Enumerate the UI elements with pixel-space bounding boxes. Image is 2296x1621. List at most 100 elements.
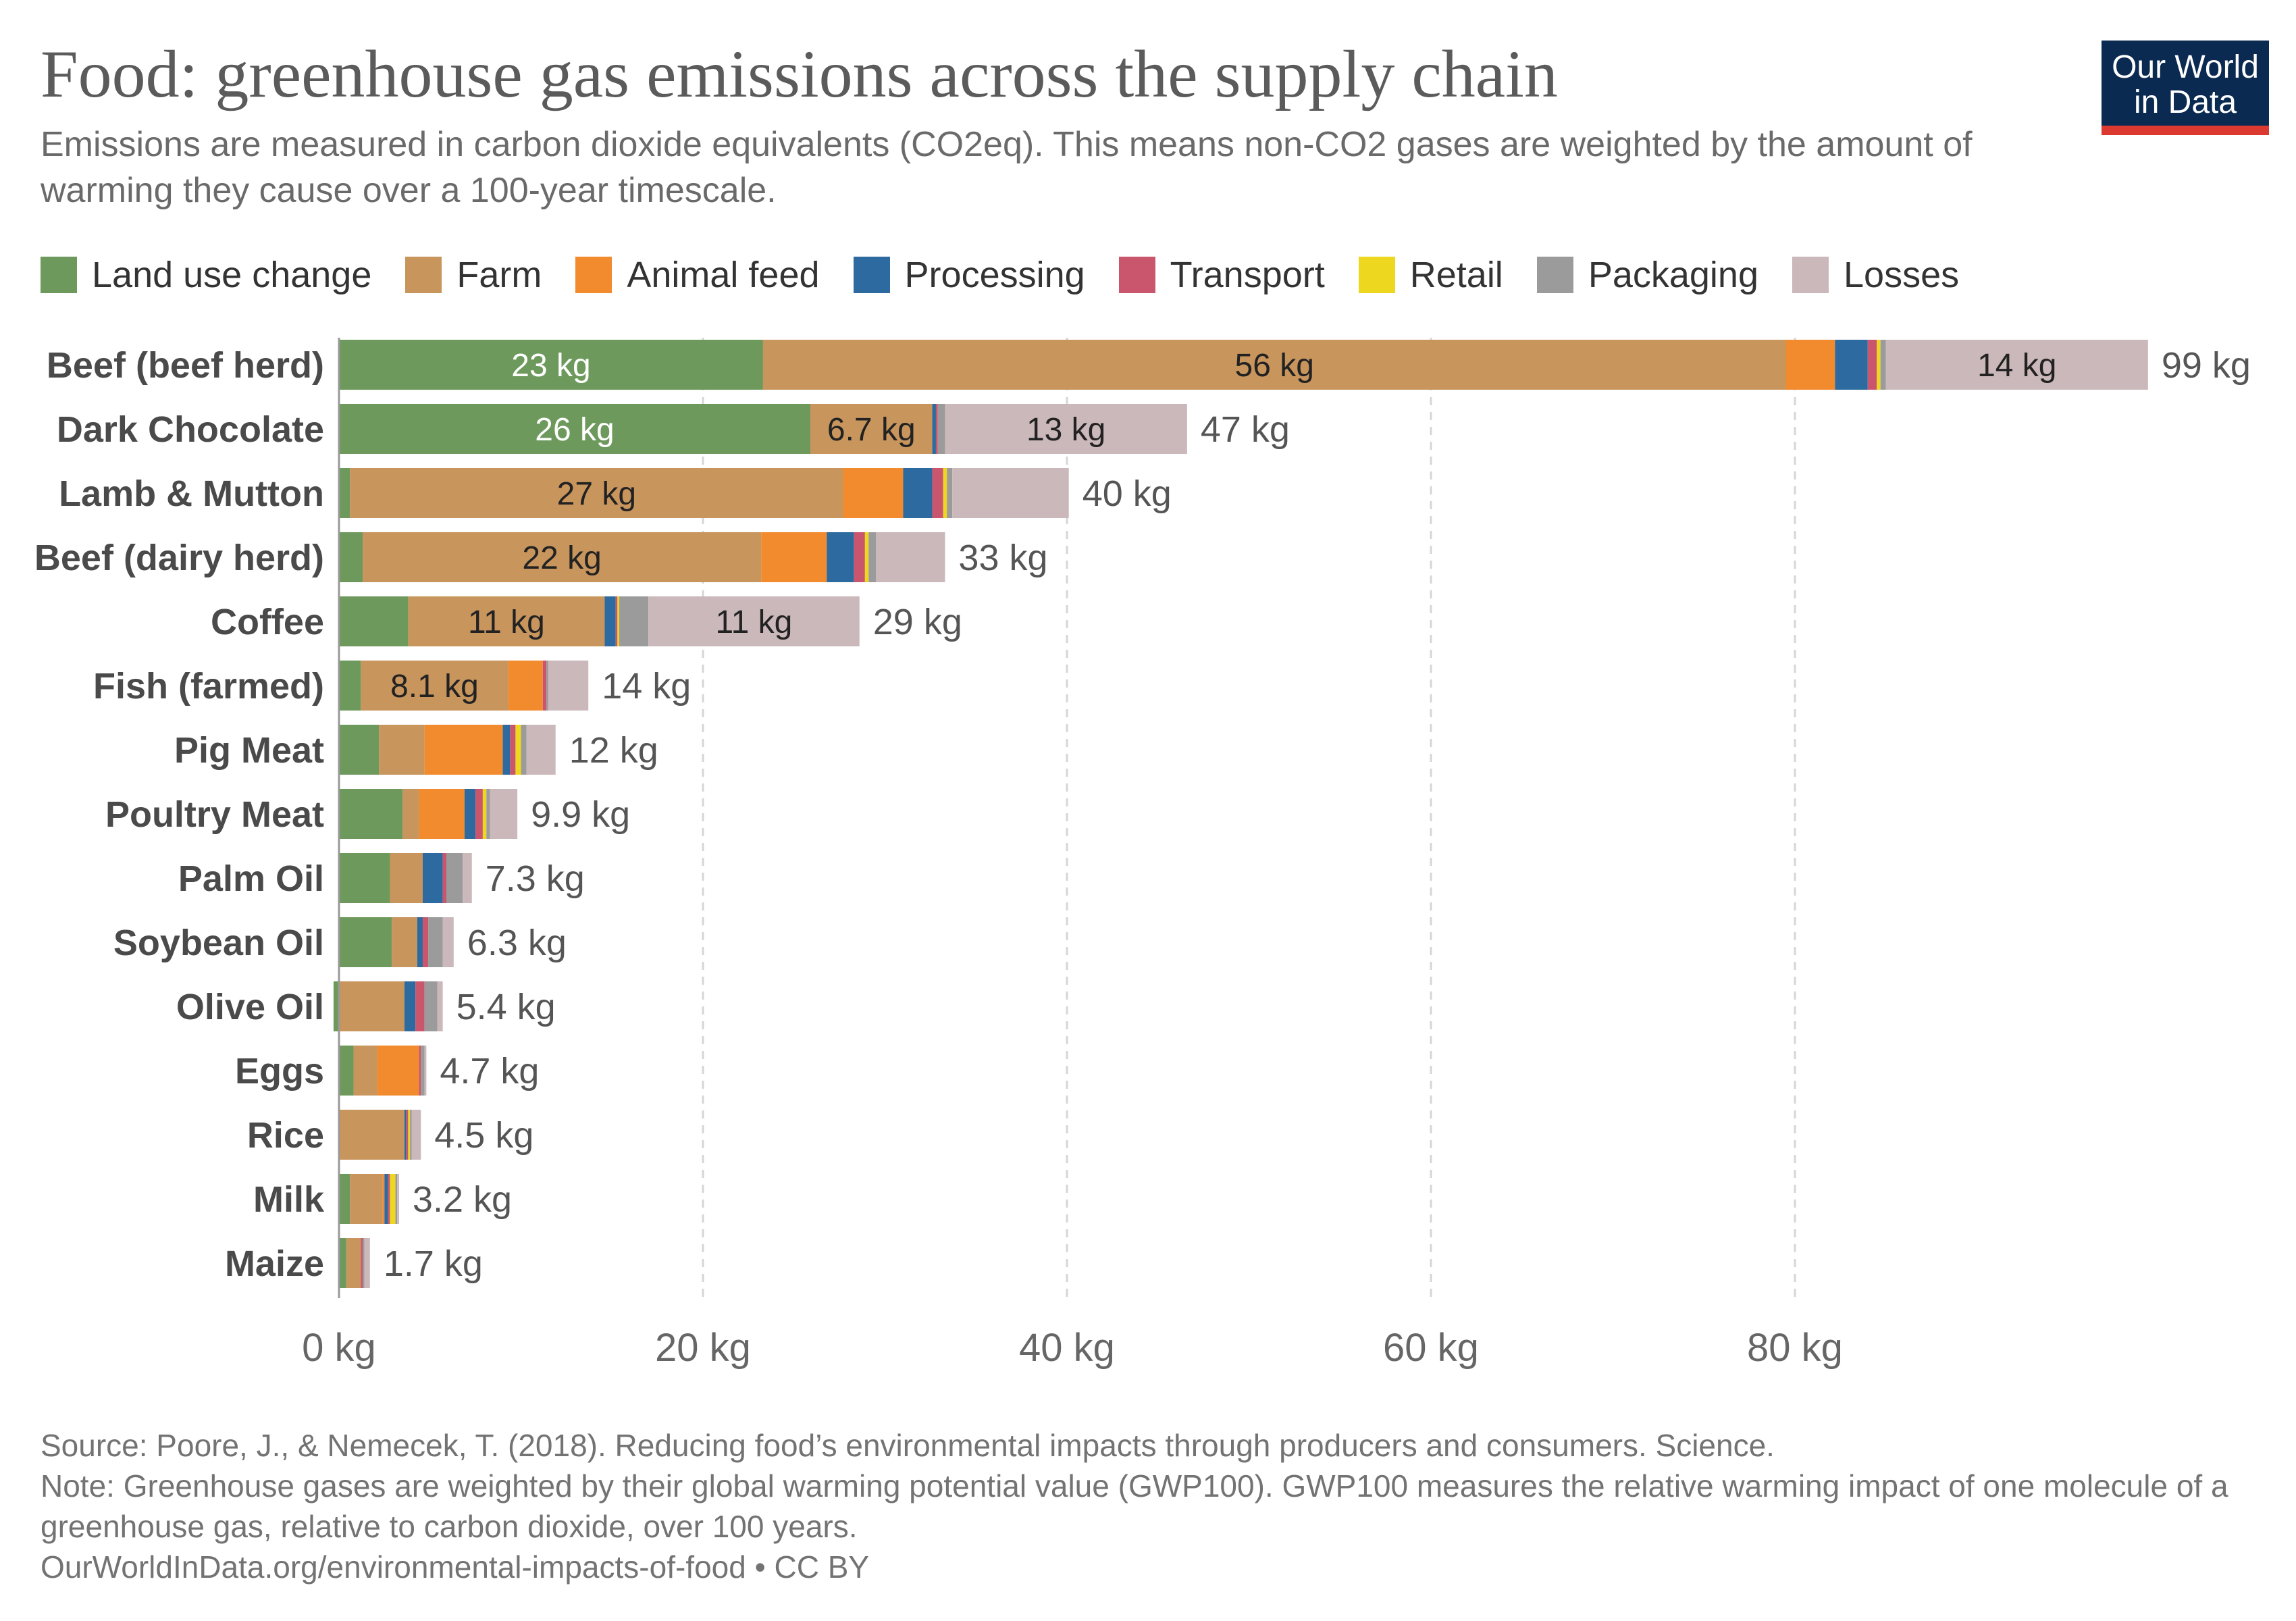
bar-segment-packaging[interactable] — [619, 596, 649, 646]
bar-segment-packaging[interactable] — [410, 1110, 412, 1160]
bar-segment-processing[interactable] — [384, 1174, 388, 1224]
bar-segment-animal-feed[interactable] — [419, 789, 465, 839]
bar-segment-processing[interactable] — [1835, 340, 1868, 390]
bar-segment-farm[interactable] — [361, 661, 508, 711]
bar-segment-processing[interactable] — [422, 853, 443, 903]
bar-segment-farm[interactable] — [402, 789, 419, 839]
bar-segment-transport[interactable] — [1867, 340, 1877, 390]
bar-segment-packaging[interactable] — [363, 1238, 365, 1288]
bar-segment-animal-feed[interactable] — [424, 725, 503, 775]
bar-segment-packaging[interactable] — [421, 1046, 425, 1096]
bar-segment-transport[interactable] — [415, 981, 425, 1031]
bar-segment-farm[interactable] — [363, 532, 762, 582]
bar-segment-losses[interactable] — [442, 917, 454, 967]
bar-segment-processing[interactable] — [405, 981, 416, 1031]
bar-segment-losses[interactable] — [876, 532, 945, 582]
bar-segment-land-use-change[interactable] — [339, 917, 392, 967]
legend-item-land-use-change[interactable]: Land use change — [41, 254, 371, 296]
bar-segment-farm[interactable] — [379, 725, 425, 775]
bar-segment-farm[interactable] — [392, 917, 417, 967]
bar-segment-losses[interactable] — [648, 596, 860, 646]
legend-item-processing[interactable]: Processing — [853, 254, 1085, 296]
bar-segment-losses[interactable] — [548, 661, 589, 711]
bar-segment-farm[interactable] — [762, 340, 1786, 390]
bar-segment-packaging[interactable] — [428, 917, 443, 967]
bar-segment-transport[interactable] — [361, 1238, 363, 1288]
bar-segment-packaging[interactable] — [1880, 340, 1886, 390]
bar-segment-processing[interactable] — [827, 532, 854, 582]
bar-segment-retail[interactable] — [1877, 340, 1881, 390]
bar-segment-animal-feed[interactable] — [377, 1046, 419, 1096]
bar-segment-land-use-change[interactable] — [333, 981, 339, 1031]
bar-segment-land-use-change[interactable] — [339, 1046, 354, 1096]
bar-segment-retail[interactable] — [943, 468, 947, 518]
bar-segment-animal-feed[interactable] — [1785, 340, 1835, 390]
bar-segment-processing[interactable] — [903, 468, 933, 518]
bar-segment-land-use-change[interactable] — [339, 853, 390, 903]
bar-segment-farm[interactable] — [346, 1238, 361, 1288]
bar-segment-land-use-change[interactable] — [339, 468, 350, 518]
bar-segment-farm[interactable] — [350, 468, 843, 518]
legend-item-packaging[interactable]: Packaging — [1536, 254, 1758, 296]
bar-segment-transport[interactable] — [615, 596, 618, 646]
bar-segment-losses[interactable] — [397, 1174, 399, 1224]
bar-segment-transport[interactable] — [935, 404, 938, 454]
bar-segment-transport[interactable] — [854, 532, 865, 582]
bar-segment-animal-feed[interactable] — [508, 661, 543, 711]
bar-segment-losses[interactable] — [437, 981, 443, 1031]
bar-segment-animal-feed[interactable] — [382, 1174, 385, 1224]
bar-segment-packaging[interactable] — [868, 532, 877, 582]
bar-segment-packaging[interactable] — [424, 981, 438, 1031]
bar-segment-retail[interactable] — [408, 1110, 411, 1160]
bar-segment-losses[interactable] — [945, 404, 1187, 454]
bar-segment-packaging[interactable] — [521, 725, 527, 775]
bar-segment-retail[interactable] — [515, 725, 521, 775]
bar-segment-retail[interactable] — [864, 532, 869, 582]
bar-segment-land-use-change[interactable] — [339, 404, 811, 454]
legend-item-transport[interactable]: Transport — [1118, 254, 1325, 296]
bar-segment-transport[interactable] — [932, 468, 943, 518]
legend-item-losses[interactable]: Losses — [1792, 254, 1959, 296]
legend-item-retail[interactable]: Retail — [1358, 254, 1503, 296]
bar-segment-transport[interactable] — [388, 1174, 390, 1224]
bar-segment-land-use-change[interactable] — [339, 1174, 350, 1224]
legend-item-animal-feed[interactable]: Animal feed — [575, 254, 820, 296]
bar-segment-transport[interactable] — [510, 725, 516, 775]
bar-segment-transport[interactable] — [419, 1046, 421, 1096]
bar-segment-transport[interactable] — [406, 1110, 409, 1160]
bar-segment-processing[interactable] — [464, 789, 476, 839]
bar-segment-losses[interactable] — [1885, 340, 2148, 390]
bar-segment-transport[interactable] — [475, 789, 483, 839]
bar-segment-losses[interactable] — [411, 1110, 421, 1160]
source-url[interactable]: OurWorldInData.org/environmental-impacts… — [41, 1549, 870, 1585]
bar-segment-transport[interactable] — [422, 917, 429, 967]
bar-segment-processing[interactable] — [417, 917, 423, 967]
bar-segment-processing[interactable] — [502, 725, 511, 775]
bar-segment-losses[interactable] — [490, 789, 518, 839]
bar-segment-farm[interactable] — [390, 853, 423, 903]
bar-segment-land-use-change[interactable] — [339, 596, 409, 646]
bar-segment-farm[interactable] — [810, 404, 933, 454]
bar-segment-retail[interactable] — [390, 1174, 396, 1224]
bar-segment-animal-feed[interactable] — [843, 468, 904, 518]
bar-segment-losses[interactable] — [463, 853, 472, 903]
bar-segment-animal-feed[interactable] — [761, 532, 827, 582]
bar-segment-land-use-change[interactable] — [339, 340, 763, 390]
bar-segment-processing[interactable] — [604, 596, 616, 646]
bar-segment-land-use-change[interactable] — [339, 725, 380, 775]
bar-segment-losses[interactable] — [952, 468, 1069, 518]
bar-segment-packaging[interactable] — [486, 789, 490, 839]
bar-segment-farm[interactable] — [339, 1110, 405, 1160]
bar-segment-packaging[interactable] — [446, 853, 463, 903]
bar-segment-packaging[interactable] — [546, 661, 548, 711]
bar-segment-processing[interactable] — [932, 404, 936, 454]
bar-segment-processing[interactable] — [405, 1110, 407, 1160]
bar-segment-losses[interactable] — [526, 725, 556, 775]
bar-segment-farm[interactable] — [353, 1046, 377, 1096]
bar-segment-farm[interactable] — [408, 596, 605, 646]
bar-segment-packaging[interactable] — [395, 1174, 398, 1224]
bar-segment-farm[interactable] — [339, 981, 405, 1031]
bar-segment-farm[interactable] — [350, 1174, 383, 1224]
bar-segment-land-use-change[interactable] — [339, 532, 363, 582]
bar-segment-land-use-change[interactable] — [339, 1238, 346, 1288]
